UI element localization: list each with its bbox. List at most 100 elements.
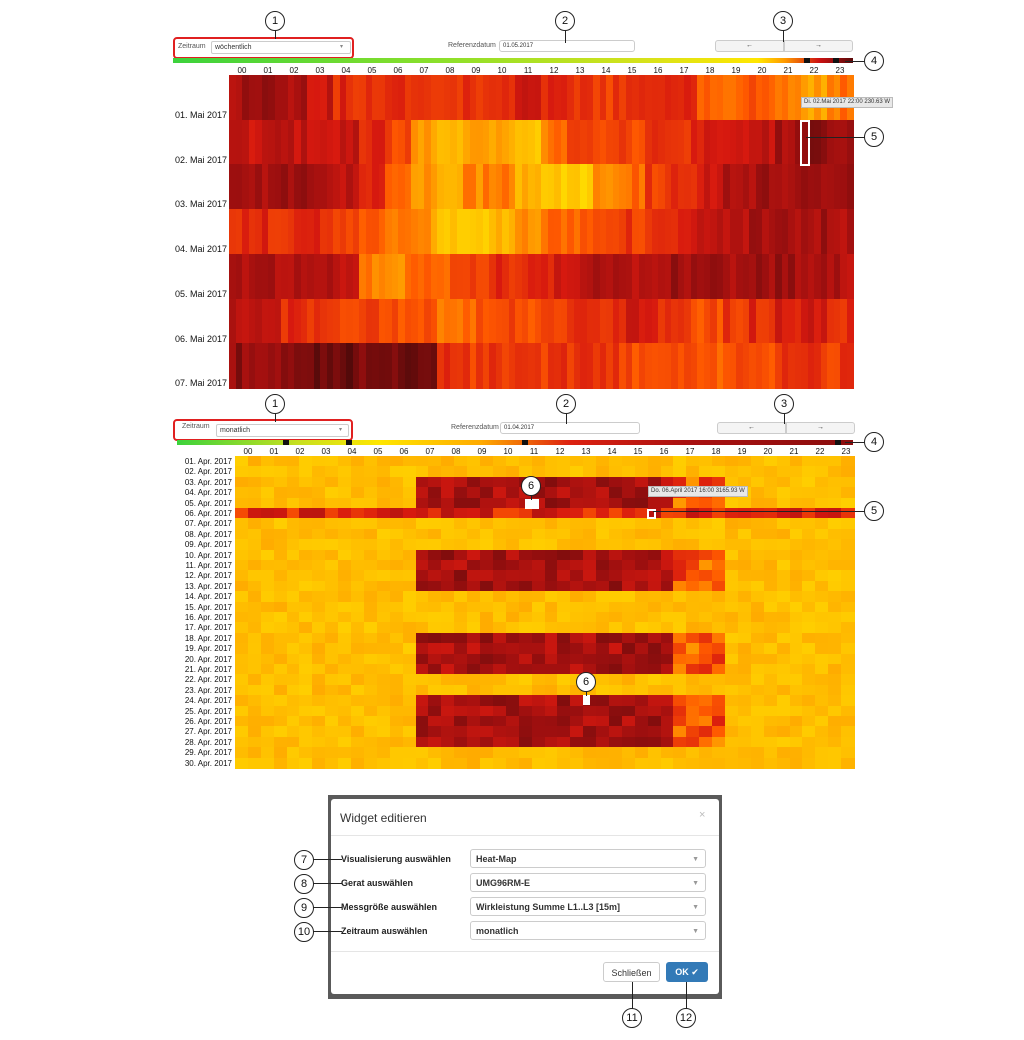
heatmap-cell[interactable] — [398, 119, 406, 165]
heatmap-cell[interactable] — [632, 209, 640, 255]
heatmap-cell[interactable] — [505, 653, 520, 665]
heatmap-cell[interactable] — [260, 674, 275, 686]
heatmap-cell[interactable] — [703, 75, 711, 121]
heatmap-cell[interactable] — [255, 209, 263, 255]
heatmap-cell[interactable] — [286, 684, 301, 696]
heatmap-cell[interactable] — [570, 757, 584, 769]
heatmap-cell[interactable] — [768, 75, 776, 121]
heatmap-cell[interactable] — [737, 716, 752, 727]
heatmap-cell[interactable] — [534, 209, 542, 255]
period-select[interactable]: wöchentlich — [211, 41, 351, 54]
heatmap-cell[interactable] — [815, 497, 829, 509]
heatmap-cell[interactable] — [339, 119, 347, 165]
heatmap-cell[interactable] — [815, 601, 829, 613]
heatmap-cell[interactable] — [441, 591, 455, 603]
heatmap-cell[interactable] — [557, 560, 571, 571]
heatmap-cell[interactable] — [712, 456, 726, 467]
heatmap-cell[interactable] — [531, 664, 546, 675]
heatmap-cell[interactable] — [712, 591, 726, 603]
heatmap-cell[interactable] — [776, 476, 791, 488]
heatmap-cell[interactable] — [750, 612, 765, 623]
heatmap-cell[interactable] — [815, 653, 829, 665]
heatmap-cell[interactable] — [402, 518, 417, 530]
heatmap-cell[interactable] — [505, 539, 520, 551]
heatmap-cell[interactable] — [312, 528, 326, 540]
heatmap-cell[interactable] — [560, 298, 568, 344]
heatmap-cell[interactable] — [505, 612, 520, 623]
heatmap-cell[interactable] — [690, 119, 698, 165]
heatmap-cell[interactable] — [684, 119, 692, 165]
heatmap-cell[interactable] — [325, 757, 339, 769]
heatmap-cell[interactable] — [647, 591, 662, 603]
heatmap-cell[interactable] — [372, 298, 380, 344]
heatmap-cell[interactable] — [492, 643, 507, 655]
heatmap-cell[interactable] — [725, 580, 739, 592]
heatmap-cell[interactable] — [531, 674, 546, 686]
heatmap-cell[interactable] — [385, 343, 393, 389]
heatmap-cell[interactable] — [621, 643, 636, 655]
heatmap-cell[interactable] — [338, 528, 352, 540]
heatmap-cell[interactable] — [391, 164, 399, 210]
heatmap-cell[interactable] — [299, 518, 313, 530]
heatmap-cell[interactable] — [725, 476, 739, 488]
heatmap-cell[interactable] — [273, 726, 288, 738]
heatmap-cell[interactable] — [508, 119, 516, 165]
heatmap-cell[interactable] — [723, 343, 731, 389]
heatmap-cell[interactable] — [567, 253, 575, 300]
heatmap-cell[interactable] — [647, 674, 662, 686]
heatmap-cell[interactable] — [437, 298, 445, 344]
heatmap-cell[interactable] — [502, 298, 510, 344]
heatmap-cell[interactable] — [776, 601, 791, 613]
heatmap-cell[interactable] — [686, 528, 700, 540]
heatmap-cell[interactable] — [776, 560, 791, 571]
heatmap-cell[interactable] — [492, 508, 507, 519]
heatmap-cell[interactable] — [415, 560, 430, 571]
heatmap-cell[interactable] — [841, 476, 855, 488]
heatmap-cell[interactable] — [789, 664, 804, 675]
heatmap-cell[interactable] — [376, 560, 391, 571]
heatmap-cell[interactable] — [725, 736, 739, 748]
heatmap-cell[interactable] — [273, 508, 288, 519]
heatmap-cell[interactable] — [789, 684, 804, 696]
heatmap-cell[interactable] — [583, 643, 597, 655]
heatmap-cell[interactable] — [346, 119, 354, 165]
heatmap-cell[interactable] — [840, 209, 848, 255]
heatmap-cell[interactable] — [389, 601, 404, 613]
heatmap-cell[interactable] — [632, 298, 640, 344]
heatmap-cell[interactable] — [560, 75, 568, 121]
heatmap-cell[interactable] — [528, 75, 536, 121]
heatmap-cell[interactable] — [363, 518, 378, 530]
heatmap-cell[interactable] — [428, 716, 442, 727]
heatmap-cell[interactable] — [247, 684, 262, 696]
heatmap-cell[interactable] — [776, 466, 791, 478]
heatmap-cell[interactable] — [402, 570, 417, 582]
heatmap-cell[interactable] — [454, 528, 468, 540]
heatmap-cell[interactable] — [697, 209, 705, 255]
heatmap-cell[interactable] — [235, 476, 249, 488]
heatmap-cell[interactable] — [725, 716, 739, 727]
heatmap-cell[interactable] — [385, 75, 393, 121]
heatmap-cell[interactable] — [402, 664, 417, 675]
heatmap-cell[interactable] — [376, 726, 391, 738]
heatmap-cell[interactable] — [608, 580, 623, 592]
heatmap-cell[interactable] — [703, 119, 711, 165]
heatmap-cell[interactable] — [723, 298, 731, 344]
heatmap-cell[interactable] — [583, 549, 597, 561]
heatmap-cell[interactable] — [430, 209, 438, 255]
heatmap-cell[interactable] — [365, 75, 373, 121]
heatmap-cell[interactable] — [338, 570, 352, 582]
heatmap-cell[interactable] — [247, 757, 262, 769]
heatmap-cell[interactable] — [762, 119, 770, 165]
heatmap-cell[interactable] — [814, 298, 822, 344]
heatmap-cell[interactable] — [686, 643, 700, 655]
heatmap-cell[interactable] — [634, 643, 649, 655]
heatmap-cell[interactable] — [557, 726, 571, 738]
heatmap-cell[interactable] — [378, 75, 386, 121]
heatmap-cell[interactable] — [737, 539, 752, 551]
heatmap-cell[interactable] — [531, 684, 546, 696]
heatmap-cell[interactable] — [518, 622, 533, 634]
heatmap-cell[interactable] — [515, 209, 523, 255]
heatmap-cell[interactable] — [294, 343, 302, 389]
heatmap-cell[interactable] — [338, 716, 352, 727]
heatmap-cell[interactable] — [621, 726, 636, 738]
